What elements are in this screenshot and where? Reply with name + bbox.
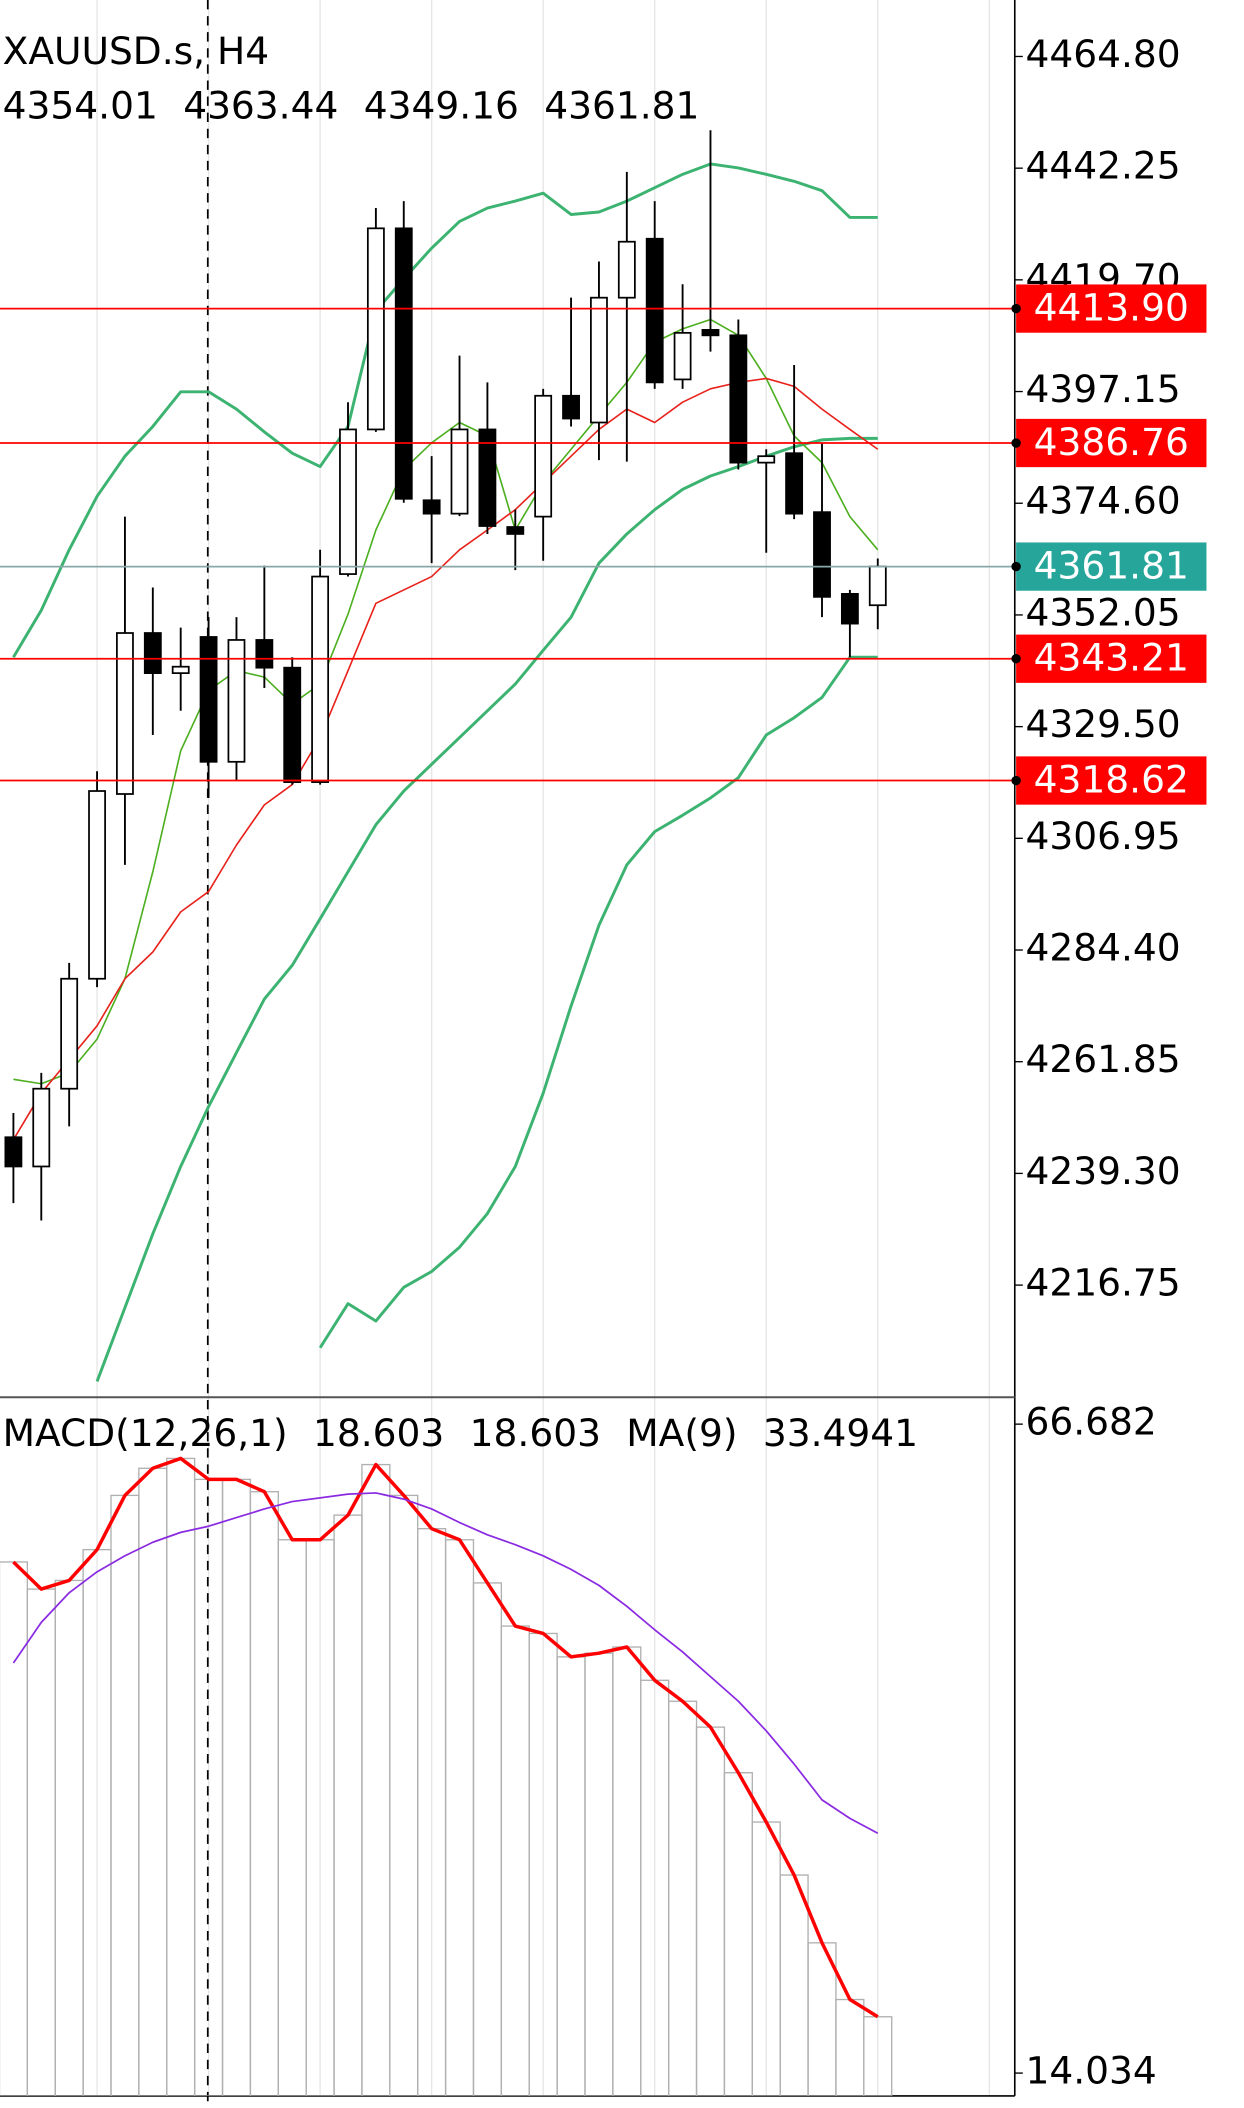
high-readout: 4363.44	[183, 83, 338, 127]
candle-body	[366, 227, 385, 431]
candle-body	[868, 565, 887, 607]
close-readout: 4361.81	[544, 83, 699, 127]
candle-body	[339, 428, 357, 575]
indicator-line	[95, 436, 878, 1382]
macd-readout: MACD(12,26,1) 18.603 18.603 MA(9) 33.494…	[3, 1410, 918, 1454]
ohlc-readout: 4354.01 4363.44 4349.16 4361.81	[3, 83, 700, 127]
indicator-line	[12, 1492, 879, 1834]
y-tick-label: 4464.80	[1025, 32, 1180, 76]
candle-body	[88, 790, 106, 980]
level-dot	[1011, 303, 1021, 314]
candle-body	[227, 639, 246, 763]
candle-body	[478, 428, 497, 527]
bid-label: 4361.81	[1034, 543, 1189, 587]
candle-body	[60, 977, 79, 1090]
bid-dot	[1011, 561, 1021, 572]
y-tick-label: 4284.40	[1025, 926, 1180, 970]
candle-body	[729, 334, 748, 464]
candle-body	[813, 511, 831, 598]
level-label: 4413.90	[1034, 285, 1189, 329]
y-tick-label: 4329.50	[1025, 702, 1180, 746]
candle-body	[394, 227, 413, 500]
y-tick-label: 4442.25	[1025, 144, 1180, 188]
y-tick-label: 66.682	[1025, 1400, 1156, 1444]
macd-main-value: 18.603	[313, 1410, 444, 1454]
y-tick-label: 14.034	[1025, 2049, 1156, 2093]
y-tick-label: 4216.75	[1025, 1261, 1180, 1305]
candle-body	[422, 499, 441, 515]
candle-body	[283, 666, 302, 783]
candle-body	[450, 428, 469, 515]
candle-body	[4, 1136, 23, 1168]
indicator-line	[13, 318, 879, 1085]
level-dot	[1011, 775, 1021, 786]
indicator-line	[12, 1456, 879, 2019]
candle-body	[701, 329, 720, 337]
level-box	[1016, 756, 1207, 805]
price-panel	[0, 130, 1015, 1382]
level-box	[1016, 634, 1207, 683]
ma-value: 33.4941	[763, 1410, 918, 1454]
candle-body	[840, 593, 859, 625]
level-box	[1016, 284, 1207, 333]
candle-body	[757, 455, 776, 464]
candle-body	[590, 296, 608, 424]
candle-body	[171, 665, 190, 675]
y-tick-label: 4261.85	[1025, 1037, 1180, 1081]
y-tick-label: 4352.05	[1025, 590, 1180, 634]
candle-body	[785, 452, 804, 515]
candle-body	[32, 1087, 51, 1168]
price-axis: 4464.804442.254419.704397.154374.604352.…	[1011, 32, 1207, 2093]
candle-body	[199, 636, 218, 763]
level-dot	[1011, 438, 1021, 448]
open-readout: 4354.01	[3, 83, 158, 127]
candle-body	[255, 639, 274, 669]
macd-signal-value: 18.603	[470, 1410, 601, 1454]
candle-body	[143, 632, 162, 675]
macd-title: MACD(12,26,1)	[3, 1410, 288, 1454]
candle-body	[617, 240, 636, 299]
candle-body	[534, 394, 553, 518]
y-tick-label: 4239.30	[1025, 1149, 1180, 1193]
candle-body	[645, 237, 664, 384]
labels: XAUUSD.s, H4 4354.01 4363.44 4349.16 436…	[3, 29, 918, 1454]
macd-panel	[0, 1456, 893, 2096]
low-readout: 4349.16	[364, 83, 519, 127]
symbol-title: XAUUSD.s, H4	[3, 29, 269, 73]
level-label: 4343.21	[1034, 636, 1189, 680]
candle-body	[562, 394, 580, 420]
y-tick-label: 4397.15	[1025, 367, 1180, 411]
level-label: 4318.62	[1034, 757, 1189, 801]
bid-box	[1016, 542, 1207, 591]
indicator-line	[318, 655, 878, 1349]
candle-body	[506, 526, 525, 535]
y-tick-label: 4374.60	[1025, 479, 1180, 523]
ma-title: MA(9)	[626, 1410, 737, 1454]
y-tick-label: 4306.95	[1025, 814, 1180, 858]
histogram-bar	[863, 2016, 893, 2096]
candle-body	[311, 575, 330, 783]
level-box	[1016, 418, 1207, 468]
level-dot	[1011, 654, 1021, 664]
indicator-line	[12, 162, 878, 659]
candle-body	[116, 632, 134, 795]
candle-body	[673, 331, 692, 381]
level-label: 4386.76	[1034, 420, 1189, 464]
